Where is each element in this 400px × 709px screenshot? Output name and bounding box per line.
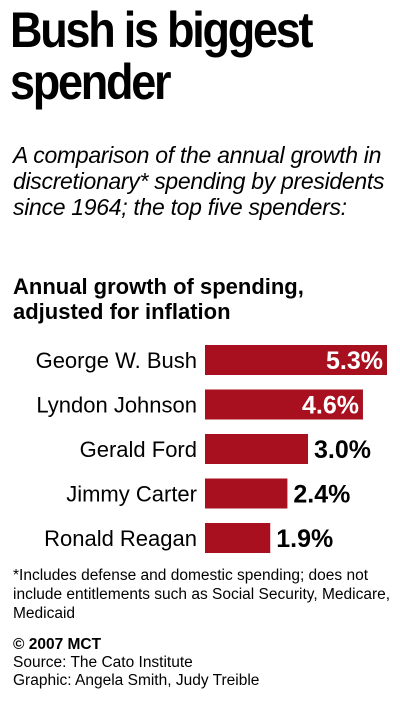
bar xyxy=(205,434,309,464)
category-label: Gerald Ford xyxy=(80,437,197,462)
title-line-1: Bush is biggest xyxy=(10,2,314,58)
title-line-2: spender xyxy=(10,54,172,110)
copyright: © 2007 MCT xyxy=(13,636,102,653)
bar xyxy=(205,478,288,509)
source-credit: Source: The Cato Institute xyxy=(13,654,193,671)
value-label: 3.0% xyxy=(314,436,371,464)
value-label: 5.3% xyxy=(326,347,383,375)
subtitle: A comparison of the annual growth in dis… xyxy=(13,142,385,220)
chart-heading: Annual growth of spending, adjusted for … xyxy=(13,274,398,324)
category-label: George W. Bush xyxy=(36,348,197,373)
value-label: 2.4% xyxy=(293,481,350,509)
value-label: 4.6% xyxy=(302,392,359,420)
chart-heading-line-2: adjusted for inflation xyxy=(13,299,231,324)
chart-heading-line-1: Annual growth of spending, xyxy=(13,274,304,299)
category-label: Jimmy Carter xyxy=(66,482,197,507)
bar-chart: George W. Bush 5.3% Lyndon Johnson 4.6% Gera… xyxy=(36,345,387,553)
page-title: Bush is biggest spender xyxy=(10,4,357,108)
bar xyxy=(205,523,271,553)
category-label: Lyndon Johnson xyxy=(36,393,197,418)
bar xyxy=(205,389,363,420)
graphic-credit: Graphic: Angela Smith, Judy Treible xyxy=(13,672,260,689)
value-label: 1.9% xyxy=(276,525,333,553)
bar xyxy=(205,345,387,375)
credits: © 2007 MCT Source: The Cato Institute Gr… xyxy=(13,636,398,690)
footnote: *Includes defense and domestic spending;… xyxy=(13,567,391,622)
category-label: Ronald Reagan xyxy=(44,526,197,551)
